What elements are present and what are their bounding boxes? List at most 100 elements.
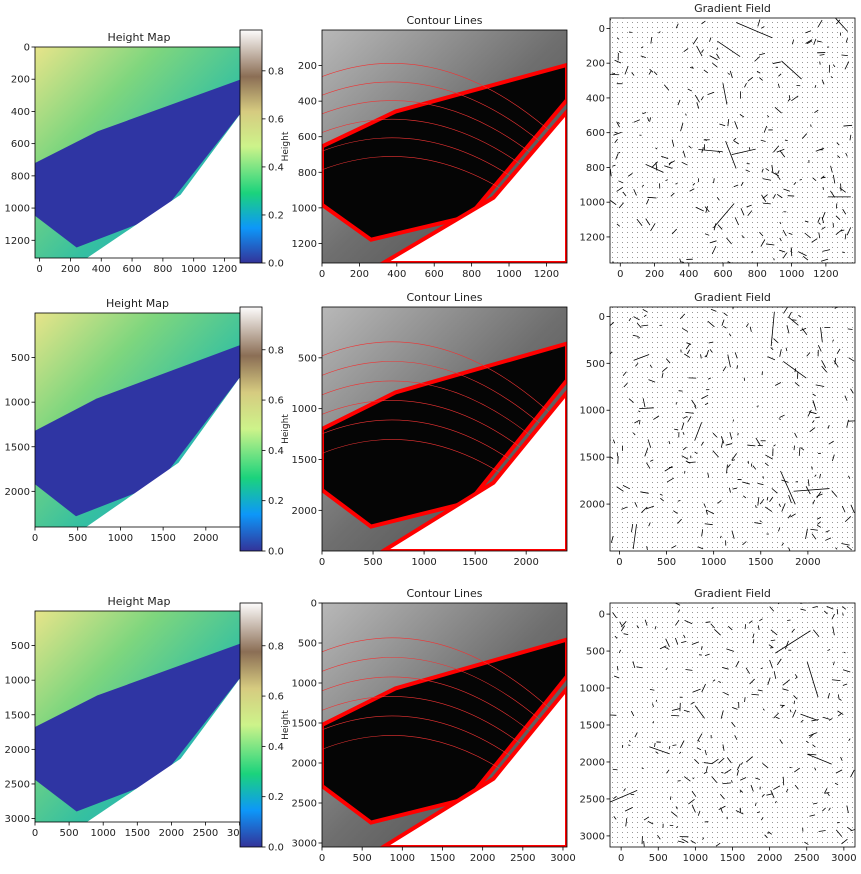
y-tick-label: 1000	[292, 404, 317, 415]
x-tick-label: 2500	[794, 853, 819, 864]
axes-title: Gradient Field	[694, 587, 771, 600]
arrow	[671, 715, 679, 716]
y-tick-label: 800	[586, 163, 605, 174]
y-tick-label: 3000	[580, 831, 605, 842]
y-tick-label: 400	[11, 107, 30, 118]
y-tick-label: 500	[298, 639, 317, 650]
y-tick-label: 2000	[292, 759, 317, 770]
x-tick-label: 600	[425, 269, 444, 280]
x-tick-label: 800	[153, 264, 172, 275]
y-tick-label: 1200	[292, 239, 317, 250]
x-tick-label: 400	[387, 269, 406, 280]
x-tick-label: 1500	[720, 853, 745, 864]
y-tick-label: 1500	[5, 442, 30, 453]
plot-image	[322, 30, 567, 263]
x-tick-label: 1200	[212, 264, 237, 275]
arrow	[738, 433, 739, 435]
y-tick-label: 500	[586, 647, 605, 658]
colorbar	[240, 30, 262, 263]
x-tick-label: 0	[36, 264, 42, 275]
image	[610, 18, 855, 263]
y-tick-label: 1000	[292, 679, 317, 690]
y-tick-label: 200	[298, 61, 317, 72]
colorbar-tick-label: 0.6	[268, 114, 284, 125]
x-tick-label: 400	[679, 269, 698, 280]
y-tick-label: 800	[11, 171, 30, 182]
y-tick-label: 2000	[5, 745, 30, 756]
arrow	[721, 772, 723, 773]
axes-title: Contour Lines	[406, 587, 482, 600]
x-tick-label: 3000	[550, 853, 575, 864]
colorbar-tick-label: 0.6	[268, 692, 284, 703]
y-tick-label: 1500	[5, 710, 30, 721]
x-tick-label: 2500	[510, 853, 535, 864]
y-tick-label: 1500	[292, 455, 317, 466]
x-tick-label: 500	[363, 557, 382, 568]
x-tick-label: 0	[618, 853, 624, 864]
y-tick-label: 400	[586, 93, 605, 104]
y-tick-label: 800	[298, 168, 317, 179]
x-tick-label: 0	[32, 828, 38, 839]
x-tick-label: 2000	[159, 828, 184, 839]
x-tick-label: 1000	[390, 853, 415, 864]
x-tick-label: 500	[68, 533, 87, 544]
x-tick-label: 400	[92, 264, 111, 275]
x-tick-label: 600	[123, 264, 142, 275]
y-tick-label: 2000	[5, 487, 30, 498]
arrow	[808, 13, 809, 18]
y-tick-label: 500	[298, 353, 317, 364]
x-tick-label: 500	[353, 853, 372, 864]
x-tick-label: 2000	[513, 557, 538, 568]
x-tick-label: 1000	[181, 264, 206, 275]
colorbar-tick-label: 0.0	[268, 259, 284, 270]
colorbar-tick-label: 0.4	[268, 742, 284, 753]
y-tick-label: 0	[311, 599, 317, 610]
y-tick-label: 1000	[580, 684, 605, 695]
x-tick-label: 200	[645, 269, 664, 280]
arrow	[785, 140, 788, 141]
y-tick-label: 0	[24, 43, 30, 54]
x-tick-label: 1000	[411, 557, 436, 568]
y-tick-label: 500	[11, 641, 30, 652]
x-tick-label: 0	[319, 269, 325, 280]
y-tick-label: 1000	[292, 203, 317, 214]
x-tick-label: 0	[616, 557, 622, 568]
plot-image	[35, 47, 243, 258]
y-tick-label: 1000	[580, 198, 605, 209]
colorbar-tick-label: 0.2	[268, 210, 284, 221]
x-tick-label: 1000	[701, 557, 726, 568]
x-tick-label: 1500	[430, 853, 455, 864]
axes-title: Contour Lines	[406, 291, 482, 304]
arrow	[605, 448, 610, 455]
colorbar-tick-label: 0.8	[268, 66, 284, 77]
y-tick-label: 2000	[580, 757, 605, 768]
x-tick-label: 2000	[795, 557, 820, 568]
arrow	[745, 624, 746, 629]
y-tick-label: 1200	[580, 232, 605, 243]
axes-title: Gradient Field	[694, 2, 771, 15]
plot-image	[605, 306, 857, 554]
y-tick-label: 0	[599, 312, 605, 323]
colorbar-label: Height	[281, 131, 291, 161]
x-tick-label: 2000	[470, 853, 495, 864]
y-tick-label: 1500	[292, 719, 317, 730]
colorbar-tick-label: 0.0	[268, 843, 284, 854]
colorbar	[240, 603, 262, 847]
y-tick-label: 1000	[5, 676, 30, 687]
y-tick-label: 2500	[292, 799, 317, 810]
y-tick-label: 500	[11, 353, 30, 364]
y-tick-label: 1500	[580, 721, 605, 732]
y-tick-label: 600	[586, 128, 605, 139]
x-tick-label: 1500	[462, 557, 487, 568]
x-tick-label: 1500	[150, 533, 175, 544]
x-tick-label: 1000	[779, 269, 804, 280]
y-tick-label: 1200	[5, 236, 30, 247]
y-tick-label: 1000	[580, 406, 605, 417]
image	[610, 307, 855, 551]
y-tick-label: 2500	[5, 779, 30, 790]
y-tick-label: 200	[11, 75, 30, 86]
plot-image	[601, 595, 861, 847]
y-tick-label: 0	[599, 610, 605, 621]
y-tick-label: 1500	[580, 453, 605, 464]
x-tick-label: 1000	[496, 269, 521, 280]
